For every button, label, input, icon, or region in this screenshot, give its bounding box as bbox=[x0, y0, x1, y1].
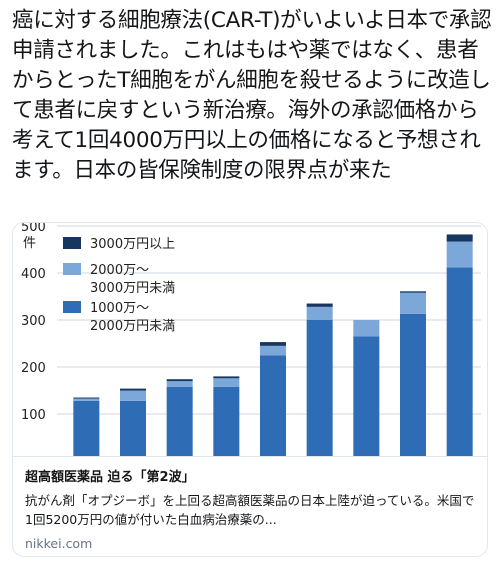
card-title[interactable]: 超高額医薬品 迫る「第2波」 bbox=[25, 470, 195, 485]
legend-swatch bbox=[63, 301, 81, 313]
bar-segment bbox=[400, 291, 426, 293]
bar-segment bbox=[213, 386, 240, 456]
card-body[interactable]: 超高額医薬品 迫る「第2波」 抗がん剤「オプジーボ」を上回る超高額医薬品の日本上… bbox=[13, 456, 487, 556]
bar-segment bbox=[213, 378, 240, 387]
y-tick-label: 200 bbox=[21, 361, 46, 376]
bar-segment bbox=[73, 398, 100, 401]
bar-segment bbox=[446, 267, 473, 456]
bar-segment bbox=[120, 390, 146, 401]
link-card[interactable]: 100 200 300 400 500 件 3000万円以上 2000万～ 3000万円未満 10… bbox=[12, 222, 488, 557]
legend-label: 1000万～ 2000万円未満 bbox=[90, 301, 175, 334]
bar-segment bbox=[120, 400, 146, 456]
legend-label: 3000万円以上 bbox=[90, 237, 175, 252]
y-tick-label: 400 bbox=[21, 267, 46, 282]
card-domain: nikkei.com bbox=[25, 536, 93, 551]
bar-segment bbox=[73, 397, 100, 399]
legend-label: 2000万～ 3000万円未満 bbox=[90, 263, 175, 296]
card-chart-image: 100 200 300 400 500 件 3000万円以上 2000万～ 3000万円未満 10… bbox=[13, 223, 487, 456]
bar-segment bbox=[306, 306, 333, 320]
bar-segment bbox=[400, 292, 426, 314]
bar-segment bbox=[260, 355, 286, 456]
bar-segment bbox=[260, 342, 286, 346]
tweet-text: 癌に対する細胞療法(CAR-T)がいよいよ日本で承認申請されました。これはもはや… bbox=[12, 8, 492, 183]
bar-segment bbox=[73, 400, 100, 456]
legend-swatch bbox=[63, 237, 81, 249]
bar-segment bbox=[120, 388, 146, 391]
bar-segment bbox=[306, 320, 333, 456]
bar-segment bbox=[213, 376, 240, 379]
legend-swatch bbox=[63, 263, 81, 275]
bar-segment bbox=[446, 234, 473, 242]
bar-segment bbox=[166, 379, 193, 382]
bar-segment bbox=[306, 303, 333, 307]
y-axis-label: 件 bbox=[23, 236, 36, 251]
bar-segment bbox=[166, 386, 193, 456]
y-tick-label: 100 bbox=[21, 408, 46, 423]
y-tick-label: 500 bbox=[21, 223, 46, 235]
bar-segment bbox=[166, 381, 193, 387]
bar-segment bbox=[260, 345, 286, 356]
bar-segment bbox=[446, 241, 473, 268]
y-tick-label: 300 bbox=[21, 314, 46, 329]
bar-segment bbox=[400, 313, 426, 456]
bar-segment bbox=[353, 320, 380, 337]
bar-segment bbox=[353, 336, 380, 456]
card-description: 抗がん剤「オプジーボ」を上回る超高額医薬品の日本上陸が迫っている。米国で1回52… bbox=[25, 493, 475, 527]
